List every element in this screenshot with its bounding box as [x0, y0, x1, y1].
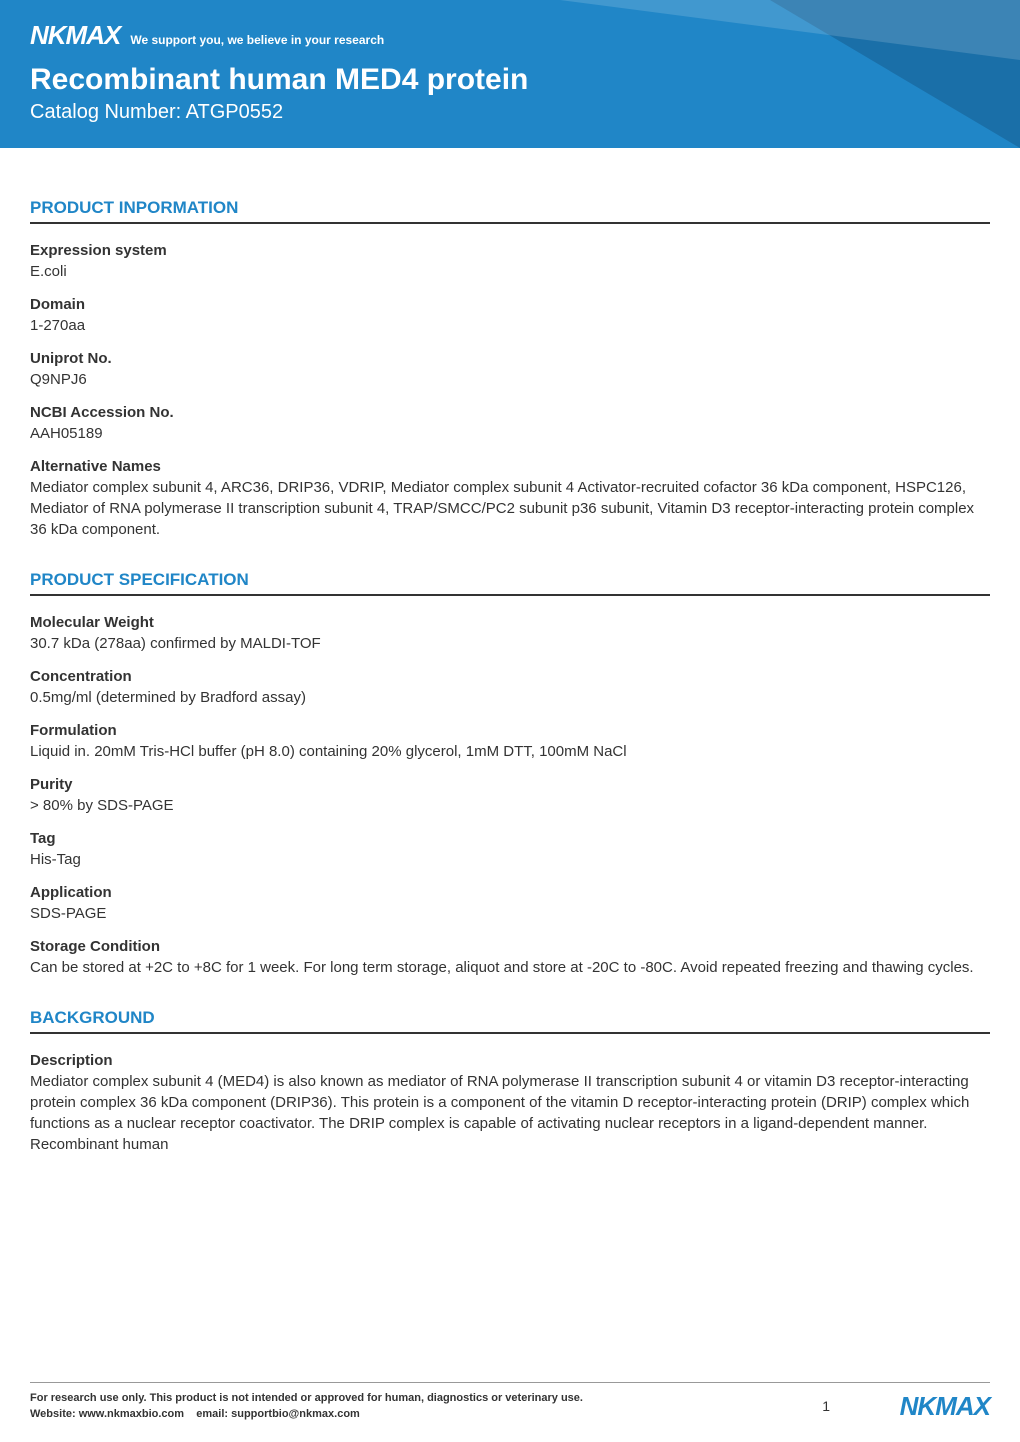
- document-header: NKMAX We support you, we believe in your…: [0, 0, 1020, 148]
- field-value: Q9NPJ6: [30, 369, 990, 390]
- field-value: SDS-PAGE: [30, 903, 990, 924]
- field-tag: Tag His-Tag: [30, 830, 990, 870]
- field-value: Mediator complex subunit 4 (MED4) is als…: [30, 1071, 990, 1155]
- field-value: 1-270aa: [30, 315, 990, 336]
- field-label: Uniprot No.: [30, 350, 990, 367]
- field-ncbi: NCBI Accession No. AAH05189: [30, 404, 990, 444]
- field-value: Can be stored at +2C to +8C for 1 week. …: [30, 957, 990, 978]
- field-purity: Purity > 80% by SDS-PAGE: [30, 776, 990, 816]
- field-molecular-weight: Molecular Weight 30.7 kDa (278aa) confir…: [30, 614, 990, 654]
- field-label: Application: [30, 884, 990, 901]
- page-number: 1: [822, 1398, 830, 1414]
- field-description: Description Mediator complex subunit 4 (…: [30, 1052, 990, 1155]
- footer-contact-row: Website: www.nkmaxbio.com email: support…: [30, 1407, 583, 1422]
- footer-website: Website: www.nkmaxbio.com: [30, 1408, 184, 1420]
- footer-email: email: supportbio@nkmax.com: [196, 1408, 360, 1420]
- field-formulation: Formulation Liquid in. 20mM Tris-HCl buf…: [30, 722, 990, 762]
- field-domain: Domain 1-270aa: [30, 296, 990, 336]
- field-value: 30.7 kDa (278aa) confirmed by MALDI-TOF: [30, 633, 990, 654]
- field-label: Tag: [30, 830, 990, 847]
- field-value: > 80% by SDS-PAGE: [30, 795, 990, 816]
- field-label: Molecular Weight: [30, 614, 990, 631]
- footer-disclaimer: For research use only. This product is n…: [30, 1391, 583, 1406]
- section-heading-background: BACKGROUND: [30, 1008, 990, 1034]
- field-label: Domain: [30, 296, 990, 313]
- field-uniprot: Uniprot No. Q9NPJ6: [30, 350, 990, 390]
- document-footer: For research use only. This product is n…: [30, 1382, 990, 1422]
- field-value: His-Tag: [30, 849, 990, 870]
- company-logo-text: NKMAX: [30, 20, 120, 51]
- field-concentration: Concentration 0.5mg/ml (determined by Br…: [30, 668, 990, 708]
- document-content: PRODUCT INPORMATION Expression system E.…: [0, 148, 1020, 1189]
- field-label: NCBI Accession No.: [30, 404, 990, 421]
- field-label: Storage Condition: [30, 938, 990, 955]
- field-value: 0.5mg/ml (determined by Bradford assay): [30, 687, 990, 708]
- field-label: Formulation: [30, 722, 990, 739]
- footer-text-block: For research use only. This product is n…: [30, 1391, 583, 1422]
- company-tagline: We support you, we believe in your resea…: [130, 33, 384, 47]
- field-label: Description: [30, 1052, 990, 1069]
- field-value: E.coli: [30, 261, 990, 282]
- field-label: Concentration: [30, 668, 990, 685]
- field-expression-system: Expression system E.coli: [30, 242, 990, 282]
- field-value: Liquid in. 20mM Tris-HCl buffer (pH 8.0)…: [30, 741, 990, 762]
- field-label: Alternative Names: [30, 458, 990, 475]
- section-heading-product-info: PRODUCT INPORMATION: [30, 198, 990, 224]
- field-application: Application SDS-PAGE: [30, 884, 990, 924]
- header-decor-triangle-light: [560, 0, 1020, 60]
- field-label: Purity: [30, 776, 990, 793]
- field-value: AAH05189: [30, 423, 990, 444]
- footer-logo-text: NKMAX: [900, 1391, 990, 1422]
- field-alternative-names: Alternative Names Mediator complex subun…: [30, 458, 990, 540]
- section-heading-product-spec: PRODUCT SPECIFICATION: [30, 570, 990, 596]
- field-value: Mediator complex subunit 4, ARC36, DRIP3…: [30, 477, 990, 540]
- field-storage-condition: Storage Condition Can be stored at +2C t…: [30, 938, 990, 978]
- field-label: Expression system: [30, 242, 990, 259]
